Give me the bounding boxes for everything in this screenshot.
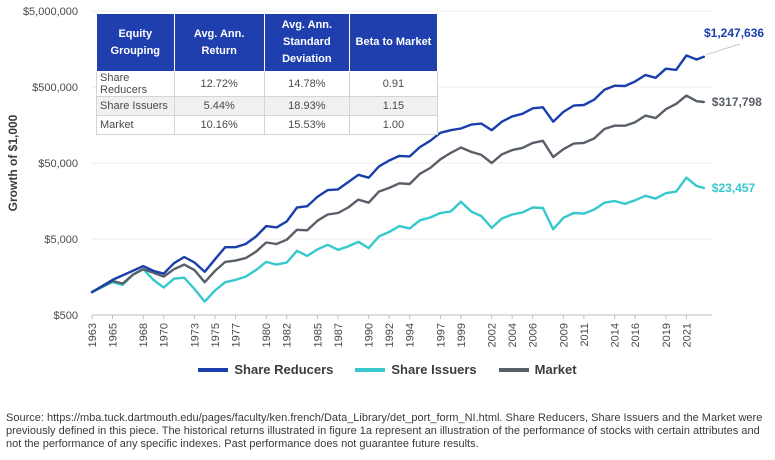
x-tick-label: 1985 (312, 323, 324, 347)
x-tick-label: 2014 (610, 323, 622, 347)
growth-chart: $500 $5,000 $50,000 $500,000 $5,000,000 1963… (6, 6, 764, 347)
x-tick-label: 1965 (107, 323, 119, 347)
y-tick-label: $5,000,000 (23, 6, 78, 18)
end-label-leader (705, 43, 741, 56)
x-tick-label: 1992 (384, 323, 396, 347)
cell-std-dev: 15.53% (263, 115, 350, 135)
cell-group: Market (96, 115, 175, 135)
x-tick-label: 1987 (333, 323, 345, 347)
header-std-dev: Avg. Ann. Standard Deviation (263, 13, 350, 72)
cell-return: 12.72% (173, 71, 265, 97)
x-tick-label: 2006 (528, 323, 540, 347)
table-row: Market 10.16% 15.53% 1.00 (96, 115, 439, 135)
legend-swatch (355, 367, 386, 372)
x-tick-label: 1980 (261, 323, 273, 347)
chart-legend: Share Reducers Share Issuers Market (0, 362, 775, 377)
x-tick-label: 2004 (507, 323, 519, 347)
legend-item-market: Market (498, 362, 577, 377)
header-beta: Beta to Market (348, 13, 439, 72)
x-tick-label: 1968 (138, 323, 150, 347)
x-tick-label: 1990 (364, 323, 376, 347)
cell-beta: 1.00 (348, 115, 439, 135)
x-tick-label: 1999 (456, 323, 468, 347)
series-end-labels: $1,247,636 $23,457 $317,798 (704, 26, 764, 195)
x-tick-label: 1982 (282, 323, 294, 347)
series-line-share-reducers (90, 54, 705, 294)
series-line-share-issuers (90, 176, 705, 303)
legend-item-share-issuers: Share Issuers (355, 362, 477, 377)
statistics-table: Equity Grouping Avg. Ann. Return Avg. An… (96, 13, 439, 135)
table-row: Share Issuers 5.44% 18.93% 1.15 (96, 96, 439, 116)
cell-std-dev: 18.93% (263, 96, 350, 116)
x-tick-label: 2011 (579, 323, 591, 347)
legend-swatch (198, 367, 229, 372)
cell-group: Share Reducers (96, 71, 175, 97)
cell-std-dev: 14.78% (263, 71, 350, 97)
x-axis-ticks: 1963 1965 1968 1970 1973 1975 1977 1980 1982 1985… (87, 315, 693, 347)
x-tick-label: 1970 (159, 323, 171, 347)
x-tick-label: 2002 (487, 323, 499, 347)
x-tick-label: 2016 (630, 323, 642, 347)
header-avg-return: Avg. Ann. Return (173, 13, 265, 72)
cell-return: 10.16% (173, 115, 265, 135)
end-value-label: $1,247,636 (704, 26, 764, 40)
legend-label: Share Reducers (234, 362, 334, 377)
cell-beta: 0.91 (348, 71, 439, 97)
y-tick-label: $5,000 (44, 234, 78, 246)
legend-label: Share Issuers (391, 362, 477, 377)
y-tick-label: $500,000 (32, 82, 78, 94)
y-tick-label: $50,000 (38, 158, 78, 170)
y-axis-title: Growth of $1,000 (6, 114, 20, 211)
x-tick-label: 1973 (189, 323, 201, 347)
x-tick-label: 2009 (558, 323, 570, 347)
x-tick-label: 1994 (405, 323, 417, 347)
x-tick-label: 1963 (87, 323, 99, 347)
series-lines (90, 54, 705, 303)
cell-beta: 1.15 (348, 96, 439, 116)
table-header-row: Equity Grouping Avg. Ann. Return Avg. An… (96, 13, 439, 72)
cell-return: 5.44% (173, 96, 265, 116)
legend-swatch (498, 367, 529, 372)
x-tick-label: 1997 (435, 323, 447, 347)
source-footnote: Source: https://mba.tuck.dartmouth.edu/p… (6, 412, 763, 450)
cell-group: Share Issuers (96, 96, 175, 116)
y-tick-label: $500 (54, 310, 78, 322)
table-row: Share Reducers 12.72% 14.78% 0.91 (96, 71, 439, 97)
legend-label: Market (534, 362, 577, 377)
header-equity-grouping: Equity Grouping (96, 13, 175, 72)
end-value-label: $317,798 (712, 95, 762, 109)
x-tick-label: 2019 (661, 323, 673, 347)
x-tick-label: 1977 (230, 323, 242, 347)
legend-item-share-reducers: Share Reducers (198, 362, 333, 377)
x-tick-label: 2021 (681, 323, 693, 347)
end-value-label: $23,457 (712, 181, 756, 195)
x-tick-label: 1975 (210, 323, 222, 347)
y-axis-ticks: $500 $5,000 $50,000 $500,000 $5,000,000 (23, 6, 78, 322)
series-line-market (90, 94, 705, 294)
